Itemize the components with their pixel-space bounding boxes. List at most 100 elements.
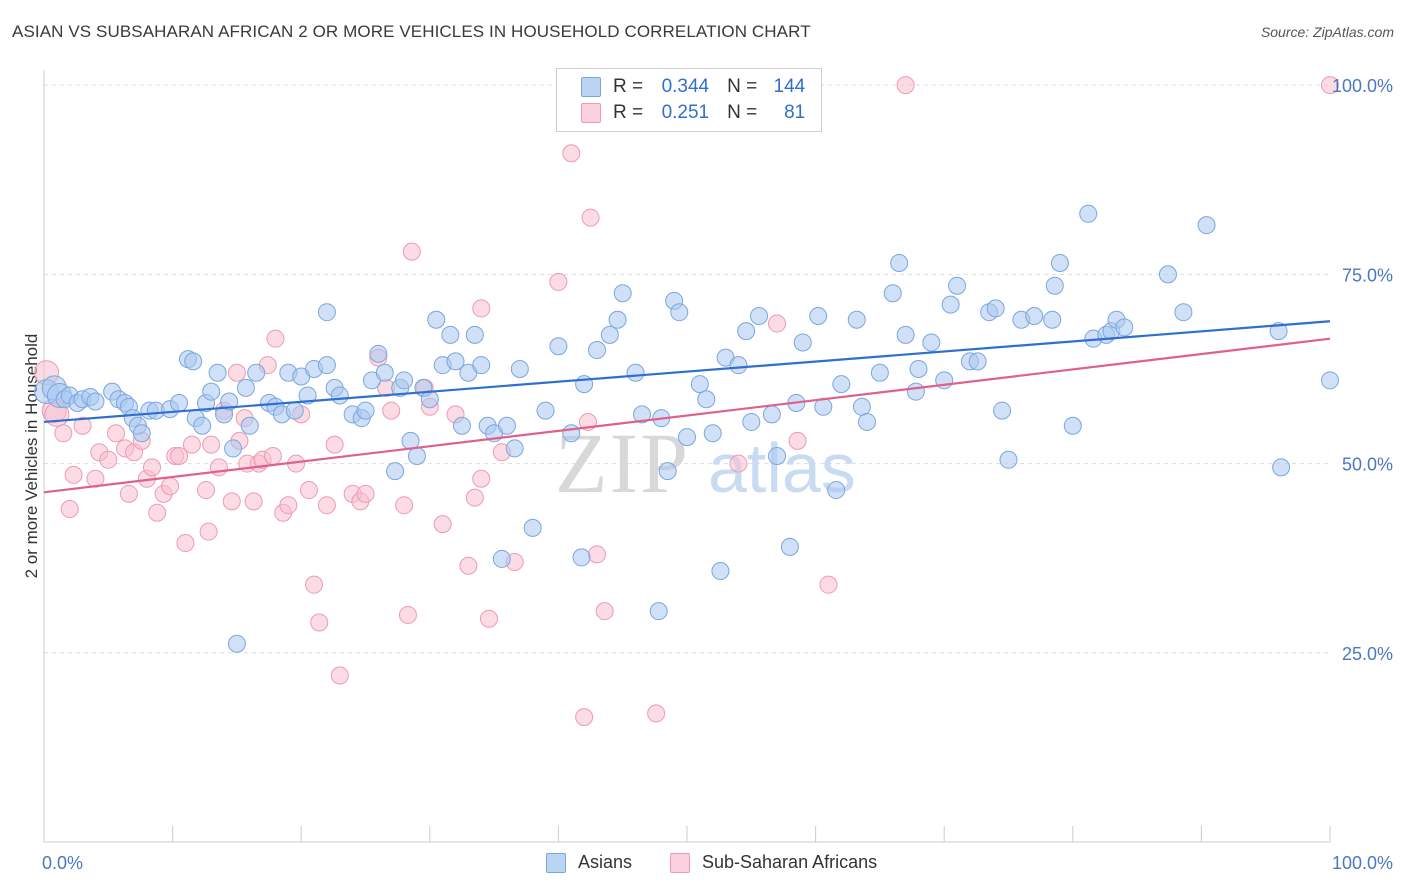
data-point <box>317 356 336 375</box>
legend-label-africans: Sub-Saharan Africans <box>702 852 878 872</box>
data-point <box>595 602 614 621</box>
trend-line-asians <box>43 320 1331 424</box>
x-tick-label: 100.0% <box>1332 853 1393 873</box>
data-point <box>193 416 212 435</box>
data-point <box>459 556 478 575</box>
data-point <box>119 484 138 503</box>
y-tick-label: 75.0% <box>1342 265 1393 285</box>
data-point <box>847 310 866 329</box>
data-point <box>143 458 162 477</box>
data-point <box>395 496 414 515</box>
data-point <box>197 481 216 500</box>
data-point <box>575 708 594 727</box>
data-point <box>446 352 465 371</box>
data-point <box>536 401 555 420</box>
legend-r-value-africans: 0.251 <box>661 102 710 123</box>
data-point <box>896 325 915 344</box>
data-point <box>742 412 761 431</box>
data-point <box>613 284 632 303</box>
data-point <box>1272 458 1291 477</box>
data-point <box>986 299 1005 318</box>
data-point <box>906 382 925 401</box>
correlation-legend: R = 0.344 N = 144 R = 0.251 N = 81 <box>556 68 822 132</box>
trend-lines <box>43 320 1331 494</box>
data-point <box>793 333 812 352</box>
data-point <box>356 401 375 420</box>
trend-line-africans <box>43 337 1331 494</box>
legend-swatch-asians <box>546 852 566 873</box>
data-point <box>1158 265 1177 284</box>
data-point <box>208 363 227 382</box>
data-point <box>697 390 716 409</box>
data-point <box>1197 216 1216 235</box>
data-point <box>549 272 568 291</box>
data-point <box>107 424 126 443</box>
data-point <box>209 458 228 477</box>
data-point <box>222 492 241 511</box>
data-point <box>285 401 304 420</box>
data-point <box>369 344 388 363</box>
data-point <box>572 548 591 567</box>
data-point <box>64 465 83 484</box>
data-point <box>465 488 484 507</box>
data-point <box>649 602 668 621</box>
data-point <box>890 254 909 272</box>
data-point <box>1115 318 1134 337</box>
data-point <box>176 534 195 553</box>
chart-title: ASIAN VS SUBSAHARAN AFRICAN 2 OR MORE VE… <box>12 22 811 41</box>
x-tick-label: 0.0% <box>42 853 83 873</box>
data-point <box>909 359 928 378</box>
data-point <box>240 416 259 435</box>
data-point <box>330 666 349 685</box>
legend-swatch-africans <box>581 103 601 123</box>
data-point <box>472 469 491 488</box>
data-point <box>729 454 748 473</box>
data-point <box>968 352 987 371</box>
data-point <box>472 356 491 375</box>
data-point <box>1043 310 1062 329</box>
data-point <box>465 325 484 344</box>
data-point <box>407 447 426 465</box>
data-point <box>896 76 915 95</box>
data-point <box>199 522 218 541</box>
data-point <box>247 363 266 382</box>
data-point <box>433 515 452 534</box>
data-point <box>170 394 189 413</box>
data-point <box>809 306 828 325</box>
legend-r-label: R = <box>613 76 644 97</box>
data-point <box>768 447 787 465</box>
data-point <box>780 537 799 556</box>
data-point <box>587 341 606 360</box>
data-point <box>492 549 511 568</box>
data-point <box>298 386 317 405</box>
data-point <box>827 481 846 500</box>
data-point <box>750 306 769 325</box>
data-point <box>523 518 542 537</box>
data-point <box>729 356 748 375</box>
data-point <box>600 325 619 344</box>
legend-r-label: R = <box>613 102 644 123</box>
data-point <box>993 401 1012 420</box>
data-point <box>1045 276 1064 295</box>
data-point <box>703 424 722 443</box>
data-point <box>224 439 243 458</box>
legend-row-asians: R = 0.344 N = 144 <box>581 74 805 100</box>
series-legend: Asians Sub-Saharan Africans <box>0 852 1406 876</box>
legend-item-africans[interactable]: Sub-Saharan Africans <box>670 852 877 873</box>
data-point <box>132 424 151 443</box>
data-point <box>870 363 889 382</box>
data-point <box>244 492 263 511</box>
watermark: ZIP atlas <box>555 415 856 511</box>
data-point <box>510 359 529 378</box>
legend-item-asians[interactable]: Asians <box>546 852 632 873</box>
data-point <box>479 609 498 628</box>
data-point <box>227 634 246 653</box>
data-point <box>236 378 255 397</box>
legend-n-label: N = <box>727 76 758 97</box>
data-point <box>658 462 677 481</box>
data-point <box>819 575 838 594</box>
data-point <box>330 386 349 405</box>
source-label: Source: ZipAtlas.com <box>1260 24 1394 40</box>
data-point <box>202 435 221 454</box>
